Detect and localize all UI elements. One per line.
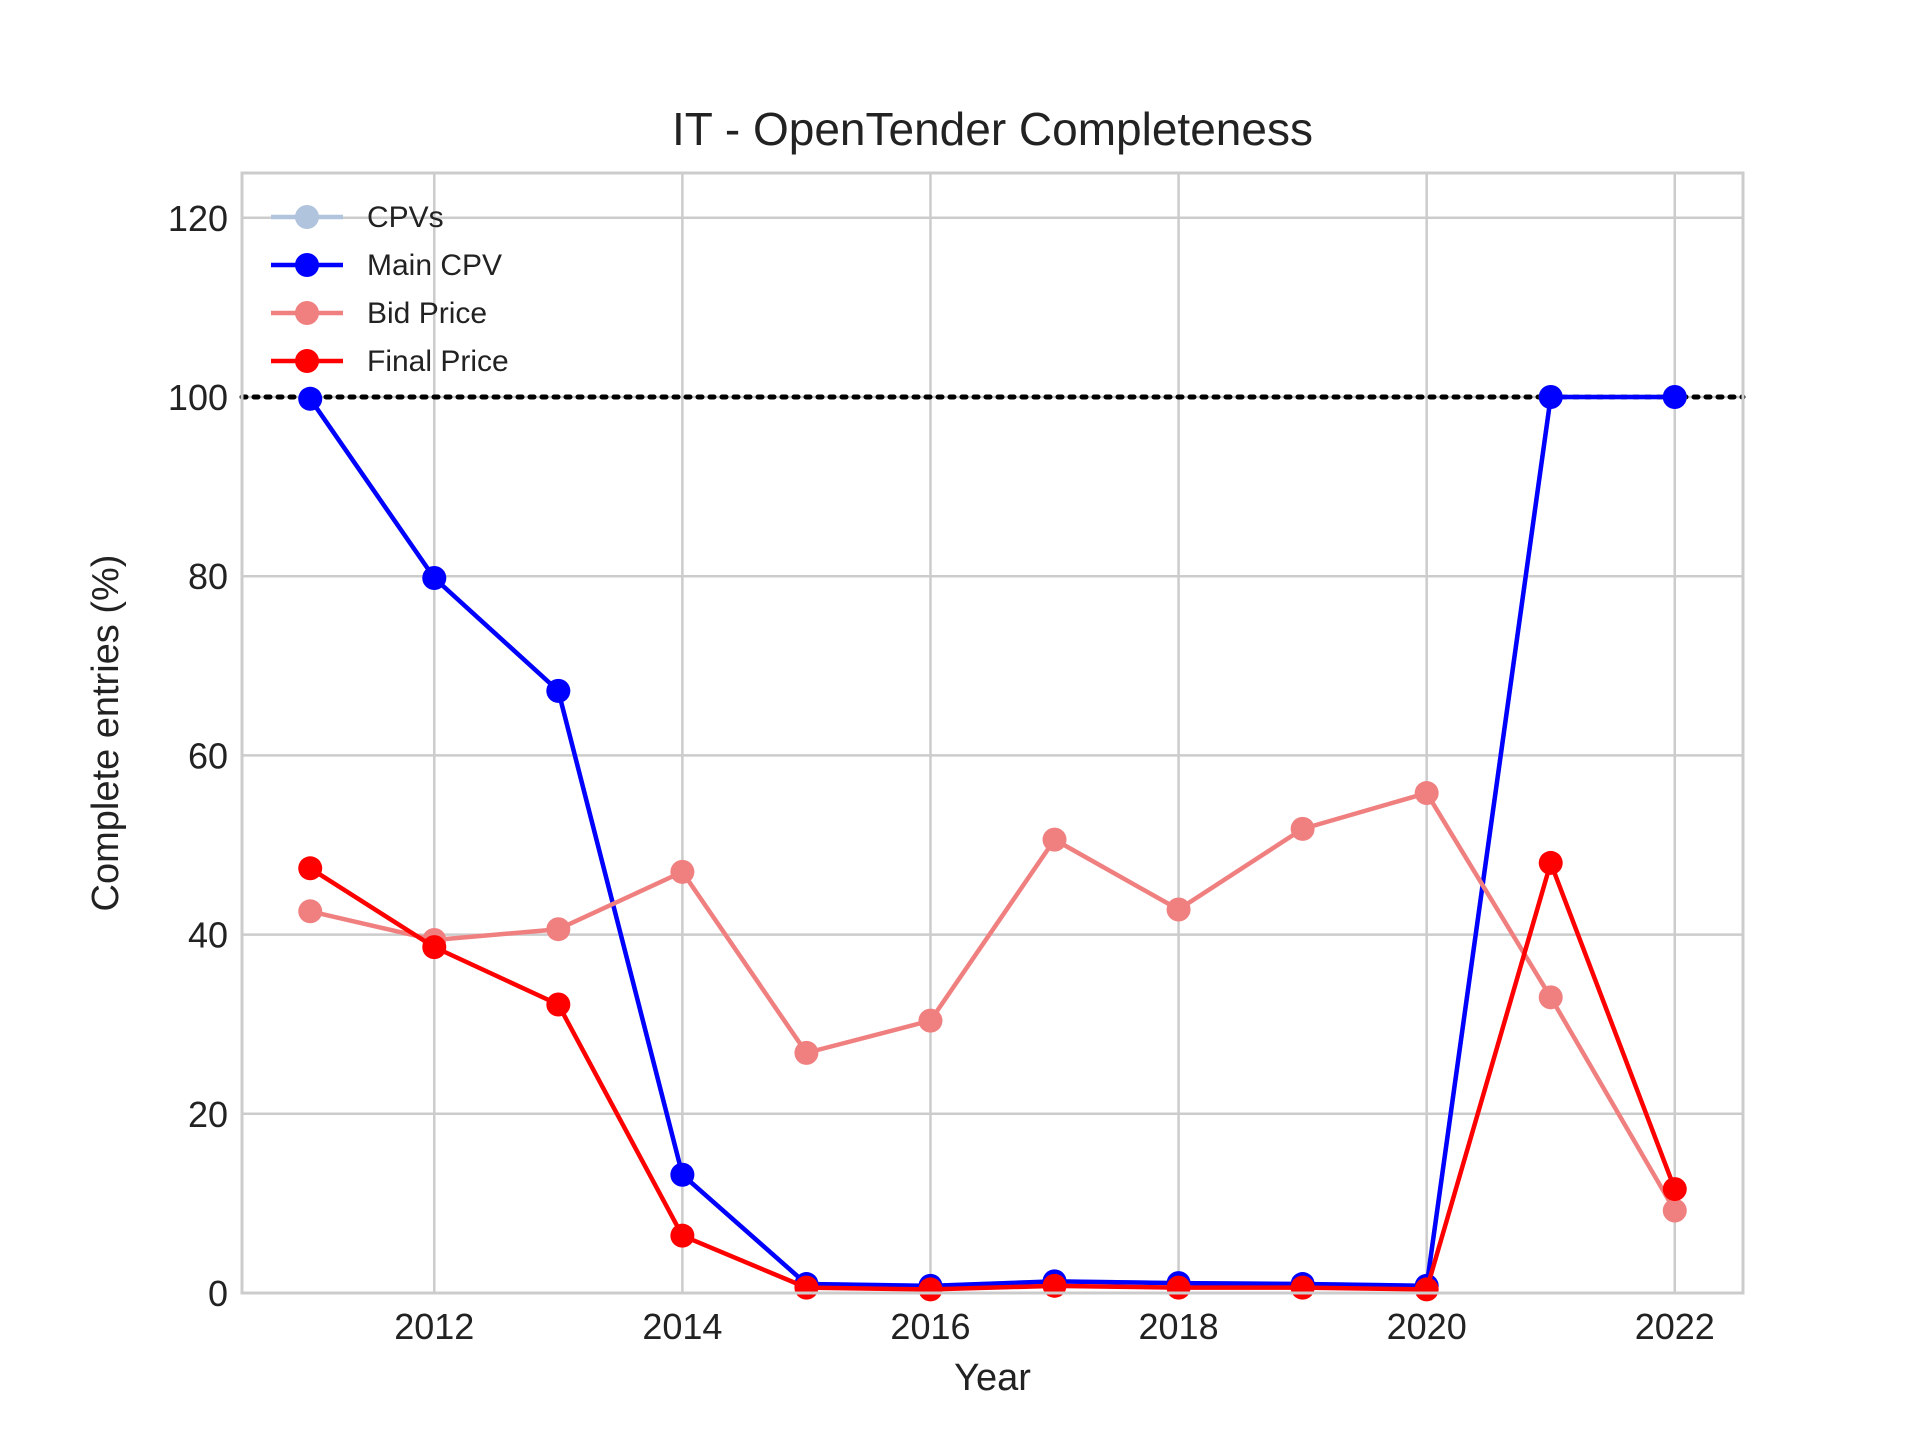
series-group bbox=[298, 385, 1687, 1302]
legend-label: CPVs bbox=[367, 201, 444, 234]
data-point bbox=[546, 678, 571, 703]
series-final-price bbox=[298, 850, 1687, 1302]
x-tick-label: 2022 bbox=[1635, 1306, 1715, 1347]
data-point bbox=[1662, 385, 1687, 409]
x-tick-label: 2014 bbox=[642, 1306, 722, 1347]
legend-label: Final Price bbox=[367, 345, 509, 378]
legend-item: CPVs bbox=[271, 201, 444, 234]
legend-item: Final Price bbox=[271, 345, 509, 378]
chart-title: IT - OpenTender Completeness bbox=[672, 103, 1313, 155]
data-point bbox=[298, 899, 323, 924]
legend-marker bbox=[295, 349, 319, 373]
legend-label: Main CPV bbox=[367, 249, 502, 282]
x-tick-label: 2020 bbox=[1387, 1306, 1467, 1347]
y-tick-label: 100 bbox=[168, 377, 228, 418]
y-tick-label: 20 bbox=[188, 1094, 228, 1135]
data-point bbox=[1538, 985, 1563, 1010]
data-point bbox=[422, 565, 447, 590]
y-tick-label: 120 bbox=[168, 198, 228, 239]
data-point bbox=[794, 1275, 819, 1300]
y-tick-label: 40 bbox=[188, 915, 228, 956]
ticks: 2012 2014 2016 2018 2020 2022 0 20 40 60 80 100 120 bbox=[168, 198, 1715, 1347]
legend-marker bbox=[295, 205, 319, 229]
x-tick-label: 2018 bbox=[1139, 1306, 1219, 1347]
data-point bbox=[1538, 850, 1563, 875]
data-point bbox=[546, 992, 571, 1017]
data-point bbox=[1166, 897, 1191, 922]
legend-item: Main CPV bbox=[271, 249, 502, 282]
legend-marker bbox=[295, 253, 319, 277]
data-point bbox=[670, 1223, 695, 1248]
x-tick-label: 2016 bbox=[890, 1306, 970, 1347]
data-point bbox=[1662, 1198, 1687, 1223]
data-point bbox=[1414, 781, 1439, 806]
y-tick-label: 80 bbox=[188, 556, 228, 597]
series-line bbox=[309, 860, 1677, 1292]
data-point bbox=[1662, 1177, 1687, 1202]
data-point bbox=[1166, 1275, 1191, 1300]
series-line bbox=[309, 790, 1677, 1212]
data-point bbox=[546, 917, 571, 942]
data-point bbox=[670, 859, 695, 884]
y-tick-label: 60 bbox=[188, 735, 228, 776]
legend-marker bbox=[295, 301, 319, 325]
data-point bbox=[1414, 1277, 1439, 1302]
series-bid-price bbox=[298, 781, 1687, 1223]
data-point bbox=[1538, 385, 1563, 409]
data-point bbox=[794, 1040, 819, 1065]
data-point bbox=[422, 935, 447, 960]
data-point bbox=[298, 856, 323, 881]
data-point bbox=[918, 1008, 943, 1033]
y-tick-label: 0 bbox=[208, 1273, 228, 1314]
series-line bbox=[308, 394, 1675, 1289]
x-tick-label: 2012 bbox=[394, 1306, 474, 1347]
data-point bbox=[670, 1162, 695, 1187]
data-point bbox=[1290, 816, 1315, 841]
legend: CPVs Main CPV Bid Price Final Price bbox=[271, 201, 509, 378]
data-point bbox=[1290, 1275, 1315, 1300]
x-axis-title: Year bbox=[954, 1357, 1031, 1399]
legend-item: Bid Price bbox=[271, 297, 487, 330]
data-point bbox=[1042, 827, 1067, 852]
y-axis-title: Complete entries (%) bbox=[85, 555, 127, 912]
legend-label: Bid Price bbox=[367, 297, 487, 330]
plot-frame bbox=[240, 171, 1745, 1295]
data-point bbox=[298, 386, 323, 411]
data-point bbox=[918, 1277, 943, 1302]
